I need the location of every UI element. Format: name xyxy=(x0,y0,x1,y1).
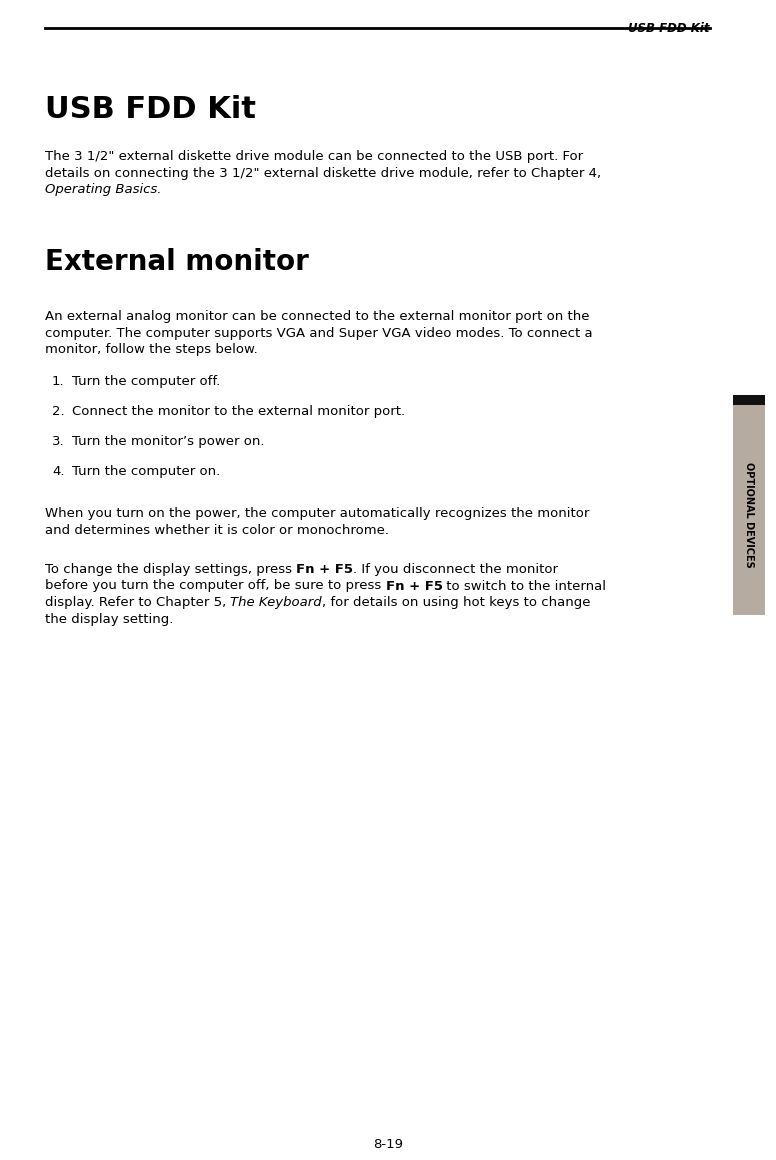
Text: Connect the monitor to the external monitor port.: Connect the monitor to the external moni… xyxy=(72,405,405,418)
Text: 2.: 2. xyxy=(52,405,64,418)
Text: Fn + F5: Fn + F5 xyxy=(386,580,442,593)
Text: The 3 1/2" external diskette drive module can be connected to the USB port. For: The 3 1/2" external diskette drive modul… xyxy=(45,150,583,164)
Text: 1.: 1. xyxy=(52,375,64,387)
Text: Fn + F5: Fn + F5 xyxy=(296,563,353,577)
Text: display. Refer to Chapter 5,: display. Refer to Chapter 5, xyxy=(45,596,230,609)
Text: When you turn on the power, the computer automatically recognizes the monitor: When you turn on the power, the computer… xyxy=(45,507,590,520)
Text: computer. The computer supports VGA and Super VGA video modes. To connect a: computer. The computer supports VGA and … xyxy=(45,326,593,340)
Text: The Keyboard: The Keyboard xyxy=(230,596,322,609)
Text: Turn the computer on.: Turn the computer on. xyxy=(72,465,220,478)
Text: OPTIONAL DEVICES: OPTIONAL DEVICES xyxy=(744,462,754,568)
Text: USB FDD Kit: USB FDD Kit xyxy=(45,95,256,124)
Text: before you turn the computer off, be sure to press: before you turn the computer off, be sur… xyxy=(45,580,386,593)
Text: 4.: 4. xyxy=(52,465,64,478)
Text: 8-19: 8-19 xyxy=(373,1138,403,1151)
Text: USB FDD Kit: USB FDD Kit xyxy=(629,22,710,35)
Text: and determines whether it is color or monochrome.: and determines whether it is color or mo… xyxy=(45,523,389,536)
Text: . If you disconnect the monitor: . If you disconnect the monitor xyxy=(353,563,558,577)
Text: details on connecting the 3 1/2" external diskette drive module, refer to Chapte: details on connecting the 3 1/2" externa… xyxy=(45,167,601,180)
Text: Turn the monitor’s power on.: Turn the monitor’s power on. xyxy=(72,435,265,448)
Text: To change the display settings, press: To change the display settings, press xyxy=(45,563,296,577)
Bar xyxy=(733,396,765,405)
Text: , for details on using hot keys to change: , for details on using hot keys to chang… xyxy=(322,596,591,609)
Text: monitor, follow the steps below.: monitor, follow the steps below. xyxy=(45,343,258,356)
Text: An external analog monitor can be connected to the external monitor port on the: An external analog monitor can be connec… xyxy=(45,310,590,322)
Text: 3.: 3. xyxy=(52,435,64,448)
Text: Turn the computer off.: Turn the computer off. xyxy=(72,375,220,387)
Text: External monitor: External monitor xyxy=(45,248,309,276)
Bar xyxy=(733,405,765,615)
Text: the display setting.: the display setting. xyxy=(45,612,173,625)
Text: to switch to the internal: to switch to the internal xyxy=(442,580,607,593)
Text: Operating Basics.: Operating Basics. xyxy=(45,183,161,196)
